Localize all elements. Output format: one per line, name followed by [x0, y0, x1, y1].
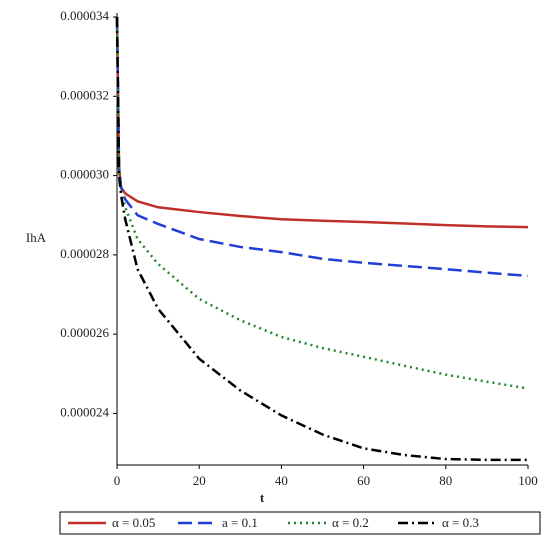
y-tick-label: 0.000024 — [60, 404, 109, 419]
legend-label: α = 0.05 — [112, 515, 155, 530]
legend-label: a = 0.1 — [222, 515, 258, 530]
series-line — [115, 16, 529, 278]
y-tick-label: 0.000032 — [60, 87, 109, 102]
series-line — [115, 16, 529, 390]
x-tick-label: 60 — [357, 473, 370, 488]
x-tick-label: 80 — [439, 473, 452, 488]
y-tick-label: 0.000026 — [60, 325, 109, 340]
legend-label: α = 0.3 — [442, 515, 479, 530]
y-tick-label: 0.000030 — [60, 167, 109, 182]
x-tick-label: 0 — [114, 473, 121, 488]
x-tick-label: 40 — [275, 473, 288, 488]
y-tick-label: 0.000028 — [60, 246, 109, 261]
legend-box — [59, 511, 541, 535]
legend-label: α = 0.2 — [332, 515, 369, 530]
x-tick-label: 20 — [193, 473, 206, 488]
x-axis-label: t — [260, 490, 265, 505]
series-line — [115, 16, 529, 229]
y-tick-label: 0.000034 — [60, 8, 109, 23]
y-axis-label: IhA — [26, 230, 47, 245]
series-line — [115, 16, 528, 462]
x-tick-label: 100 — [518, 473, 538, 488]
